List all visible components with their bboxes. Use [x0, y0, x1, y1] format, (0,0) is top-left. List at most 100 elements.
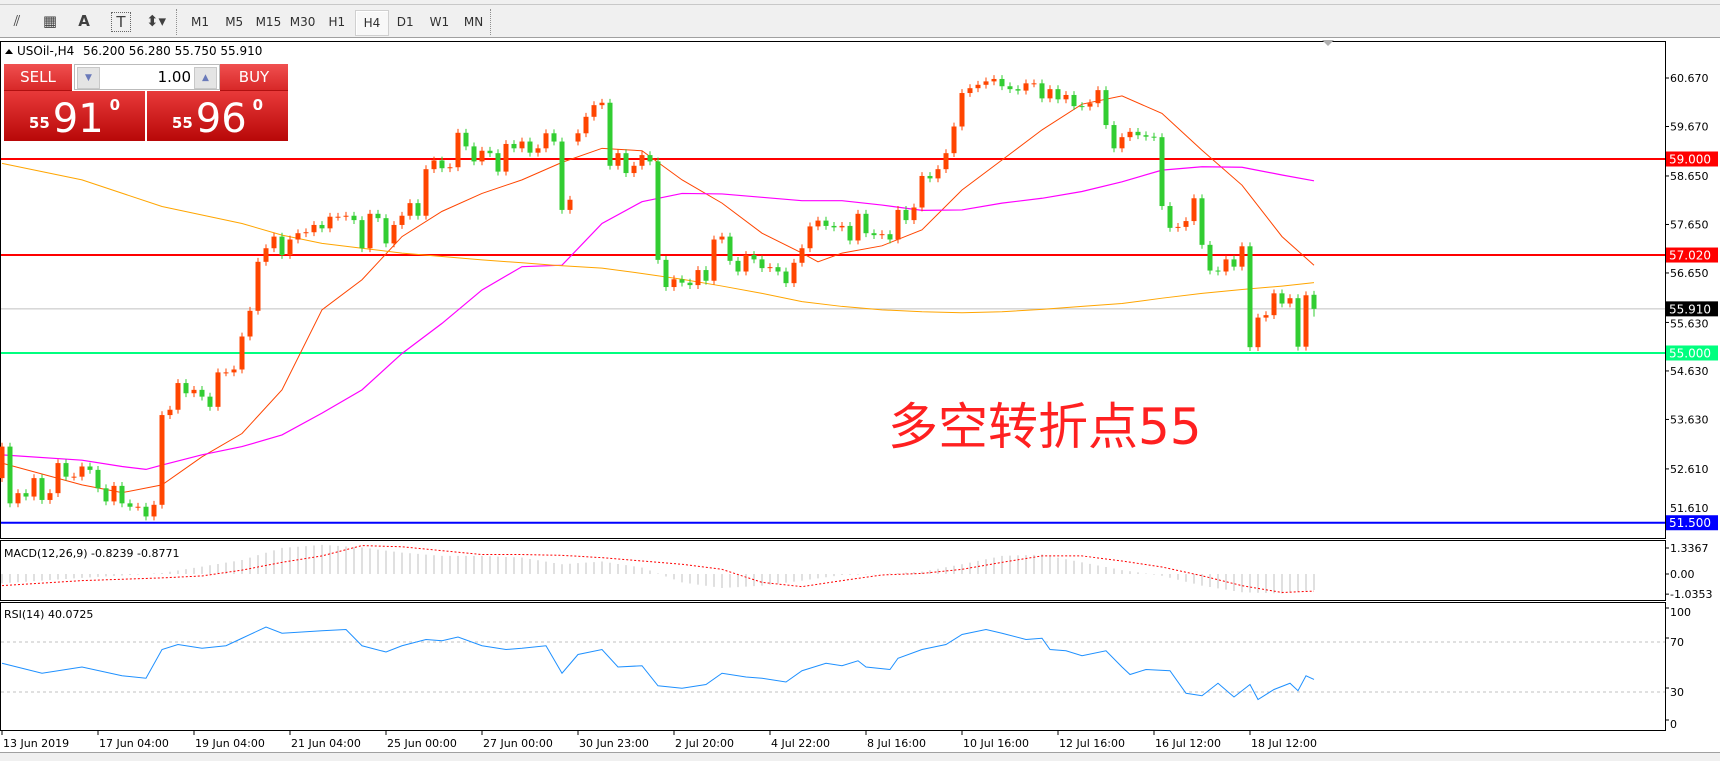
macd-title: MACD(12,26,9) -0.8239 -0.8771: [4, 547, 179, 560]
bullish-candle: [455, 132, 461, 168]
bullish-candle: [159, 415, 165, 505]
bullish-candle: [1223, 259, 1229, 272]
lot-decrease-button[interactable]: ▼: [77, 67, 100, 89]
bullish-candle: [215, 372, 221, 407]
bearish-candle: [863, 213, 869, 234]
timeframe-h1-button[interactable]: H1: [328, 15, 346, 29]
fibonacci-grid-icon[interactable]: ▦: [42, 12, 58, 30]
bearish-candle: [199, 389, 205, 397]
timeframe-w1-button[interactable]: W1: [429, 15, 450, 29]
timeframe-mn-button[interactable]: MN: [463, 15, 484, 29]
lot-size-input[interactable]: 1.00: [157, 68, 191, 86]
fibonacci-fan-icon[interactable]: ⫽: [13, 12, 21, 30]
bearish-candle: [887, 234, 893, 240]
bearish-candle: [7, 446, 13, 504]
bearish-candle: [39, 478, 45, 500]
sell-price-button[interactable]: 55 91 0: [4, 91, 145, 141]
price-axis-label: 58.650: [1670, 170, 1709, 183]
bullish-candle: [591, 105, 597, 117]
bullish-candle: [31, 478, 37, 497]
arrows-dropdown-icon[interactable]: ⬍▾: [145, 12, 167, 30]
sell-button[interactable]: SELL: [4, 64, 72, 91]
bullish-candle: [55, 463, 61, 494]
bearish-candle: [127, 503, 133, 507]
price-axis-label: 54.630: [1670, 365, 1709, 378]
timeframe-h4-button[interactable]: H4: [355, 10, 389, 36]
macd-axis-label: 1.3367: [1670, 542, 1709, 555]
buy-price-button[interactable]: 55 96 0: [147, 91, 288, 141]
bearish-candle: [847, 225, 853, 241]
one-click-trading-panel: SELL ▼ 1.00 ▲ BUY 55 91 0 55 96 0: [4, 64, 288, 141]
bullish-candle: [167, 409, 173, 416]
bullish-candle: [303, 232, 309, 234]
bearish-candle: [351, 215, 357, 221]
bearish-candle: [463, 132, 469, 147]
timeframe-d1-button[interactable]: D1: [396, 15, 414, 29]
bullish-candle: [695, 270, 701, 286]
bullish-candle: [639, 155, 645, 166]
timeframe-m30-button[interactable]: M30: [289, 15, 316, 29]
bearish-candle: [471, 146, 477, 162]
text-label-icon[interactable]: T: [111, 12, 131, 32]
timeframe-m1-button[interactable]: M1: [191, 15, 209, 29]
bullish-candle: [1255, 317, 1261, 348]
bullish-candle: [1031, 83, 1037, 85]
lot-increase-button[interactable]: ▲: [194, 67, 217, 89]
bullish-candle: [839, 225, 845, 228]
bearish-candle: [383, 218, 389, 244]
bearish-candle: [1167, 206, 1173, 228]
bearish-candle: [831, 225, 837, 228]
rsi-panel[interactable]: [0, 602, 1666, 731]
bullish-candle: [479, 150, 485, 162]
chart-shift-marker-icon[interactable]: [1322, 40, 1334, 46]
price-line-label-box: [1666, 151, 1718, 167]
timeframe-m5-button[interactable]: M5: [225, 15, 244, 29]
moving-average-line-2: [1, 166, 1315, 471]
price-line-label-box: [1666, 301, 1718, 317]
bearish-candle: [63, 463, 69, 477]
timeframe-m15-button[interactable]: M15: [255, 15, 282, 29]
bearish-candle: [871, 233, 877, 236]
price-line-label: 55.000: [1669, 346, 1711, 360]
bearish-candle: [1279, 293, 1285, 304]
time-axis-label: 27 Jun 00:00: [483, 737, 553, 750]
buy-price-prefix: 55: [171, 114, 193, 132]
bullish-candle: [599, 102, 605, 106]
bearish-candle: [415, 203, 421, 216]
bullish-candle: [535, 148, 541, 153]
time-axis-label: 13 Jun 2019: [3, 737, 69, 750]
price-axis-label: 55.630: [1670, 317, 1709, 330]
main-chart-panel[interactable]: [0, 41, 1666, 539]
toolbar: ⫽ ▦ A T ⬍▾ M1 M5 M15 M30 H1 H4 D1 W1 MN: [0, 5, 1720, 38]
bullish-candle: [855, 213, 861, 241]
bearish-candle: [759, 259, 765, 269]
bullish-candle: [399, 215, 405, 225]
time-axis-label: 2 Jul 20:00: [675, 737, 734, 750]
bullish-candle: [911, 207, 917, 221]
bearish-candle: [1103, 90, 1109, 126]
bearish-candle: [1015, 89, 1021, 91]
bearish-candle: [1079, 106, 1085, 108]
bullish-candle: [1303, 295, 1309, 347]
bearish-candle: [783, 271, 789, 284]
bearish-candle: [511, 143, 517, 149]
bullish-candle: [767, 267, 773, 269]
time-axis-label: 16 Jul 12:00: [1155, 737, 1221, 750]
bullish-candle: [239, 336, 245, 370]
bearish-candle: [927, 175, 933, 179]
moving-average-line-1: [1, 95, 1315, 494]
buy-button[interactable]: BUY: [220, 64, 288, 91]
bullish-candle: [959, 93, 965, 127]
bullish-candle: [1087, 103, 1093, 107]
bearish-candle: [1199, 198, 1205, 245]
lot-size-stepper[interactable]: ▼ 1.00 ▲: [74, 64, 220, 90]
bearish-candle: [143, 506, 149, 517]
chart-tabs-bar[interactable]: [0, 752, 1720, 761]
bearish-candle: [1151, 136, 1157, 138]
rsi-title: RSI(14) 40.0725: [4, 608, 93, 621]
chevron-down-icon: ▼: [85, 73, 92, 83]
bearish-candle: [647, 155, 653, 162]
text-icon[interactable]: A: [78, 12, 90, 30]
macd-panel[interactable]: [0, 540, 1666, 601]
